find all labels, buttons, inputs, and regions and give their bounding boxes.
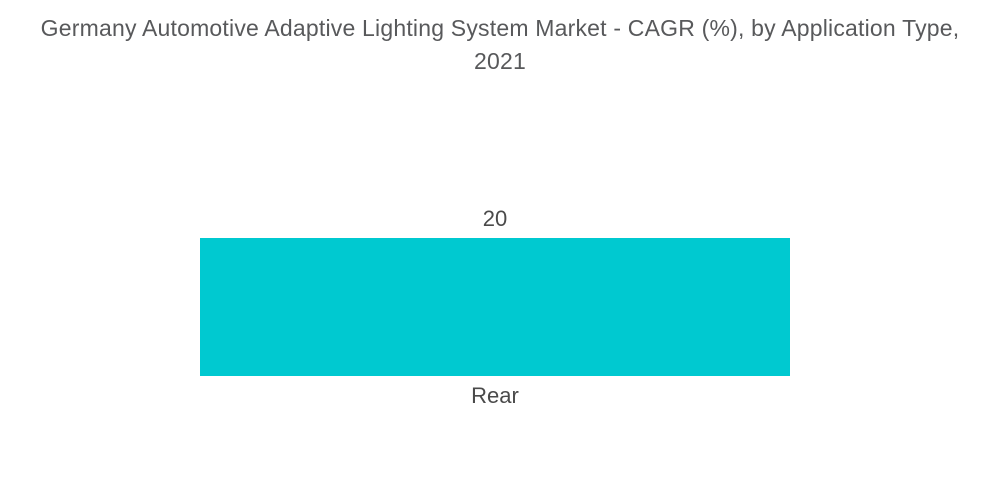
chart-title-line-2: 2021	[474, 48, 526, 74]
plot-area: 20	[200, 100, 790, 376]
category-label-rear: Rear	[471, 383, 519, 408]
bar-value-label: 20	[482, 206, 508, 231]
bar-rear[interactable]	[200, 238, 790, 376]
chart-title: Germany Automotive Adaptive Lighting Sys…	[0, 12, 1000, 78]
chart-title-line-1: Germany Automotive Adaptive Lighting Sys…	[40, 15, 960, 41]
